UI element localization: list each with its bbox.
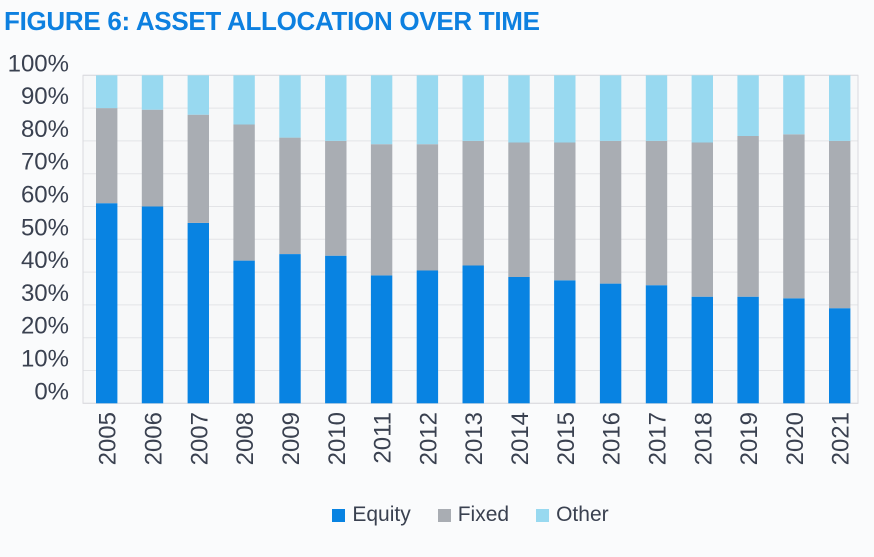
x-axis-year-label: 2008	[232, 412, 259, 465]
bar-2021-fixed	[829, 140, 851, 309]
bar-2011-equity	[370, 275, 393, 404]
y-axis-tick-label: 30%	[21, 280, 69, 307]
bar-2013-equity	[462, 265, 484, 404]
bar-2012-equity	[416, 270, 439, 404]
figure-title: FIGURE 6: ASSET ALLOCATION OVER TIME	[4, 6, 540, 36]
legend-item-other: Other	[536, 503, 609, 527]
bar-2018-fixed	[691, 142, 713, 297]
bar-2012-fixed	[416, 144, 439, 271]
bar-2018-other	[691, 75, 713, 143]
bar-2007-fixed	[187, 114, 209, 223]
bar-2009-equity	[279, 254, 301, 404]
bar-2015-other	[554, 75, 576, 143]
bar-2006-fixed	[141, 109, 164, 207]
bar-2019-other	[737, 75, 759, 136]
legend-label-other: Other	[556, 503, 609, 526]
legend-item-equity: Equity	[332, 503, 411, 527]
bar-2006-other	[141, 75, 164, 110]
bar-2019-fixed	[737, 136, 759, 297]
legend-swatch-equity	[332, 508, 346, 522]
bar-2014-equity	[508, 277, 530, 404]
bar-2017-equity	[645, 285, 668, 404]
bar-2009-fixed	[279, 137, 301, 254]
bar-2005-equity	[96, 203, 118, 404]
x-axis-year-label: 2015	[553, 412, 580, 465]
bar-2016-equity	[599, 283, 622, 404]
bar-2009-other	[279, 75, 301, 138]
x-axis-year-label: 2013	[461, 412, 488, 465]
x-axis-year-label: 2020	[782, 412, 809, 465]
bar-2017-fixed	[645, 140, 668, 286]
bar-2020-other	[783, 75, 805, 135]
bar-2008-fixed	[233, 124, 255, 261]
x-axis-year-label: 2007	[186, 412, 213, 465]
legend-swatch-fixed	[437, 508, 451, 522]
bar-2005-fixed	[96, 108, 118, 204]
x-axis-year-label: 2018	[690, 412, 717, 465]
bar-2006-equity	[141, 206, 164, 404]
y-axis-tick-label: 0%	[34, 378, 69, 405]
x-axis-year-label: 2021	[828, 412, 855, 465]
x-axis-year-label: 2019	[736, 412, 763, 465]
bar-2014-fixed	[508, 142, 530, 277]
bar-2021-equity	[829, 308, 851, 404]
x-axis-year-label: 2005	[95, 412, 122, 465]
x-axis-year-label: 2010	[324, 412, 351, 465]
x-axis-year-label: 2017	[645, 412, 672, 465]
y-axis-tick-label: 20%	[21, 313, 69, 340]
x-axis-year-label: 2016	[599, 412, 626, 465]
bar-2020-equity	[783, 298, 805, 404]
bar-2021-other	[829, 75, 851, 141]
y-axis-labels: 0% 10% 20% 30% 40% 50% 60% 70% 80% 90% 100%	[8, 50, 69, 405]
bar-2019-equity	[737, 296, 759, 404]
y-axis-tick-label: 40%	[21, 247, 69, 274]
x-axis-year-label: 2006	[141, 412, 168, 465]
x-axis-year-label: 2011	[370, 412, 397, 464]
y-axis-tick-label: 60%	[21, 182, 69, 209]
bar-2016-other	[599, 75, 622, 141]
bar-2020-fixed	[783, 134, 805, 299]
y-axis-tick-label: 70%	[21, 149, 69, 176]
bar-2010-other	[325, 75, 347, 141]
bar-2007-equity	[187, 222, 209, 404]
x-axis-year-label: 2009	[278, 412, 305, 465]
bar-2012-other	[416, 75, 439, 145]
y-axis-tick-label: 80%	[21, 116, 69, 143]
bar-2005-other	[96, 75, 118, 109]
legend-swatch-other	[536, 508, 550, 522]
bar-2008-equity	[233, 260, 255, 404]
x-axis-year-label: 2014	[507, 412, 534, 465]
y-axis-tick-label: 50%	[21, 214, 69, 241]
legend-label-equity: Equity	[352, 503, 411, 526]
bar-2015-fixed	[554, 142, 576, 281]
x-axis-labels: 2005 2006 2007 2008 2009 2010 2011 2012 2013 2014…	[95, 412, 855, 465]
bar-2011-other	[370, 75, 393, 145]
bar-2015-equity	[554, 280, 576, 404]
bar-2007-other	[187, 75, 209, 115]
bar-2011-fixed	[370, 144, 393, 276]
bar-2018-equity	[691, 296, 713, 404]
bar-2014-other	[508, 75, 530, 143]
bar-2008-other	[233, 75, 255, 125]
legend-label-fixed: Fixed	[457, 503, 510, 526]
x-axis-year-label: 2012	[415, 412, 442, 465]
bar-2017-other	[645, 75, 668, 141]
bar-2010-equity	[325, 255, 347, 404]
bar-2013-fixed	[462, 140, 484, 266]
y-axis-tick-label: 90%	[21, 83, 69, 110]
chart-legend: Equity Fixed Other	[83, 503, 858, 527]
y-axis-tick-label: 10%	[21, 346, 69, 373]
bar-2016-fixed	[599, 140, 622, 284]
bar-2010-fixed	[325, 140, 347, 256]
bar-2013-other	[462, 75, 484, 141]
bars	[96, 75, 851, 404]
legend-item-fixed: Fixed	[437, 503, 510, 527]
y-axis-tick-label: 100%	[8, 50, 69, 77]
